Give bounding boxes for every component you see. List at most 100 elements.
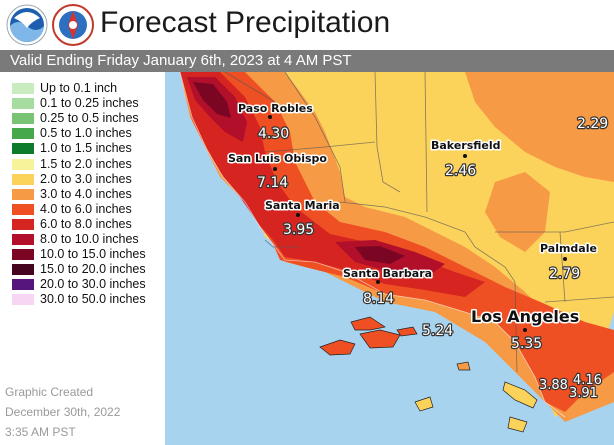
value-malibu: 5.24 [422, 323, 453, 339]
santa-barbara-value: 8.14 [363, 291, 394, 307]
island-san-miguel [319, 339, 356, 356]
island-santa-barbara [456, 361, 471, 371]
zone-3-4in-northeast [465, 72, 614, 182]
paso-robles-label: Paso Robles [238, 102, 313, 115]
legend-label: 3.0 to 4.0 inches [40, 186, 132, 201]
santa-maria-marker [296, 213, 300, 217]
los-angeles-label: Los Angeles [471, 307, 579, 326]
zone-10-15in-santa-barbara [355, 246, 405, 264]
legend-swatch [12, 98, 34, 110]
precipitation-map: Paso Robles San Luis Obispo Santa Maria … [165, 72, 614, 445]
value-long-beach-1: 3.88 [539, 378, 568, 393]
valid-time-text: Valid Ending Friday January 6th, 2023 at… [10, 52, 352, 69]
legend-item: 3.0 to 4.0 inches [12, 186, 172, 202]
legend-item: 6.0 to 8.0 inches [12, 216, 172, 232]
bakersfield-label: Bakersfield [431, 139, 501, 152]
island-santa-cruz [350, 316, 386, 331]
page-title: Forecast Precipitation [100, 6, 391, 39]
santa-maria-label: Santa Maria [265, 199, 340, 212]
legend-swatch [12, 234, 34, 245]
legend-item: 20.0 to 30.0 inches [12, 277, 172, 292]
palmdale-label: Palmdale [540, 242, 597, 255]
island-anacapa [396, 326, 418, 337]
legend-item: 15.0 to 20.0 inches [12, 262, 172, 277]
santa-barbara-label: Santa Barbara [343, 267, 432, 280]
legend-swatch [12, 83, 34, 94]
los-angeles-marker [523, 328, 527, 332]
value-north-east: 2.29 [577, 116, 608, 132]
legend-swatch [12, 203, 34, 215]
san-luis-obispo-value: 7.14 [257, 175, 288, 191]
legend-label: 1.0 to 1.5 inches [40, 141, 132, 156]
legend-swatch [12, 218, 34, 230]
legend: Up to 0.1 inch 0.1 to 0.25 inches 0.25 to … [0, 72, 165, 445]
legend-item: 4.0 to 6.0 inches [12, 201, 172, 217]
legend-item: 8.0 to 10.0 inches [12, 232, 172, 247]
san-luis-obispo-marker [273, 167, 277, 171]
credit-line-1: Graphic Created [5, 385, 94, 399]
island-san-nicolas [507, 416, 528, 433]
value-long-beach-3: 3.91 [569, 386, 598, 401]
valid-time-bar: Valid Ending Friday January 6th, 2023 at… [0, 50, 614, 72]
county-boundaries [224, 72, 614, 373]
zone-4-6in [180, 72, 614, 412]
legend-label: 6.0 to 8.0 inches [40, 216, 132, 231]
legend-label: 0.1 to 0.25 inches [40, 96, 139, 111]
bakersfield-marker [463, 154, 467, 158]
legend-item: 10.0 to 15.0 inches [12, 247, 172, 262]
paso-robles-value: 4.30 [258, 126, 289, 142]
credit-line-2: December 30th, 2022 [5, 405, 121, 419]
legend-swatch [12, 279, 34, 291]
legend-label: 2.0 to 3.0 inches [40, 171, 132, 186]
palmdale-value: 2.79 [549, 266, 580, 282]
legend-swatch [12, 128, 34, 140]
legend-label: 4.0 to 6.0 inches [40, 201, 132, 216]
legend-label: 10.0 to 15.0 inches [40, 247, 146, 262]
value-long-beach-2: 4.16 [573, 373, 602, 388]
legend-swatch [12, 249, 34, 261]
credit-line-3: 3:35 AM PST [5, 425, 76, 439]
paso-robles-marker [268, 115, 272, 119]
zone-10-15in [193, 82, 231, 118]
legend-swatch [12, 158, 34, 170]
noaa-logo [6, 4, 48, 46]
legend-item: 0.5 to 1.0 inches [12, 126, 172, 141]
legend-item: 0.1 to 0.25 inches [12, 96, 172, 111]
legend-item: 1.0 to 1.5 inches [12, 141, 172, 156]
national-weather-service-logo [52, 4, 94, 46]
legend-label: 15.0 to 20.0 inches [40, 262, 146, 277]
legend-label: 0.5 to 1.0 inches [40, 126, 132, 141]
coastline [179, 72, 566, 418]
channel-islands [319, 316, 538, 433]
legend-label: 1.5 to 2.0 inches [40, 156, 132, 171]
header: Forecast Precipitation [0, 0, 614, 50]
city-labels: Paso Robles San Luis Obispo Santa Maria … [227, 101, 599, 328]
santa-maria-value: 3.95 [283, 222, 314, 238]
legend-item: 1.5 to 2.0 inches [12, 156, 172, 172]
legend-swatch [12, 264, 34, 276]
legend-label: 20.0 to 30.0 inches [40, 277, 146, 292]
legend-label: Up to 0.1 inch [40, 81, 118, 95]
graphic-created-note: Graphic Created December 30th, 2022 3:35… [5, 382, 120, 442]
legend-item: Up to 0.1 inch [12, 81, 172, 96]
legend-swatch [12, 143, 34, 155]
legend-swatch [12, 294, 34, 306]
legend-item: 30.0 to 50.0 inches [12, 292, 172, 307]
legend-swatch [12, 113, 34, 125]
zone-6-8in [180, 72, 485, 297]
legend-label: 0.25 to 0.5 inches [40, 111, 139, 126]
legend-swatch [12, 188, 34, 200]
island-santa-rosa [359, 329, 401, 349]
los-angeles-value: 5.35 [511, 336, 542, 352]
santa-barbara-marker [376, 280, 380, 284]
precipitation-values: 4.30 7.14 3.95 8.14 2.46 2.79 5.35 2.29 … [256, 115, 610, 402]
palmdale-marker [563, 257, 567, 261]
island-san-clemente [414, 396, 434, 412]
legend-swatch [12, 173, 34, 185]
city-markers [268, 115, 567, 332]
legend-label: 8.0 to 10.0 inches [40, 232, 139, 246]
legend-label: 30.0 to 50.0 inches [40, 292, 146, 307]
legend-item: 0.25 to 0.5 inches [12, 111, 172, 126]
bakersfield-value: 2.46 [445, 163, 476, 179]
legend-item: 2.0 to 3.0 inches [12, 171, 172, 187]
